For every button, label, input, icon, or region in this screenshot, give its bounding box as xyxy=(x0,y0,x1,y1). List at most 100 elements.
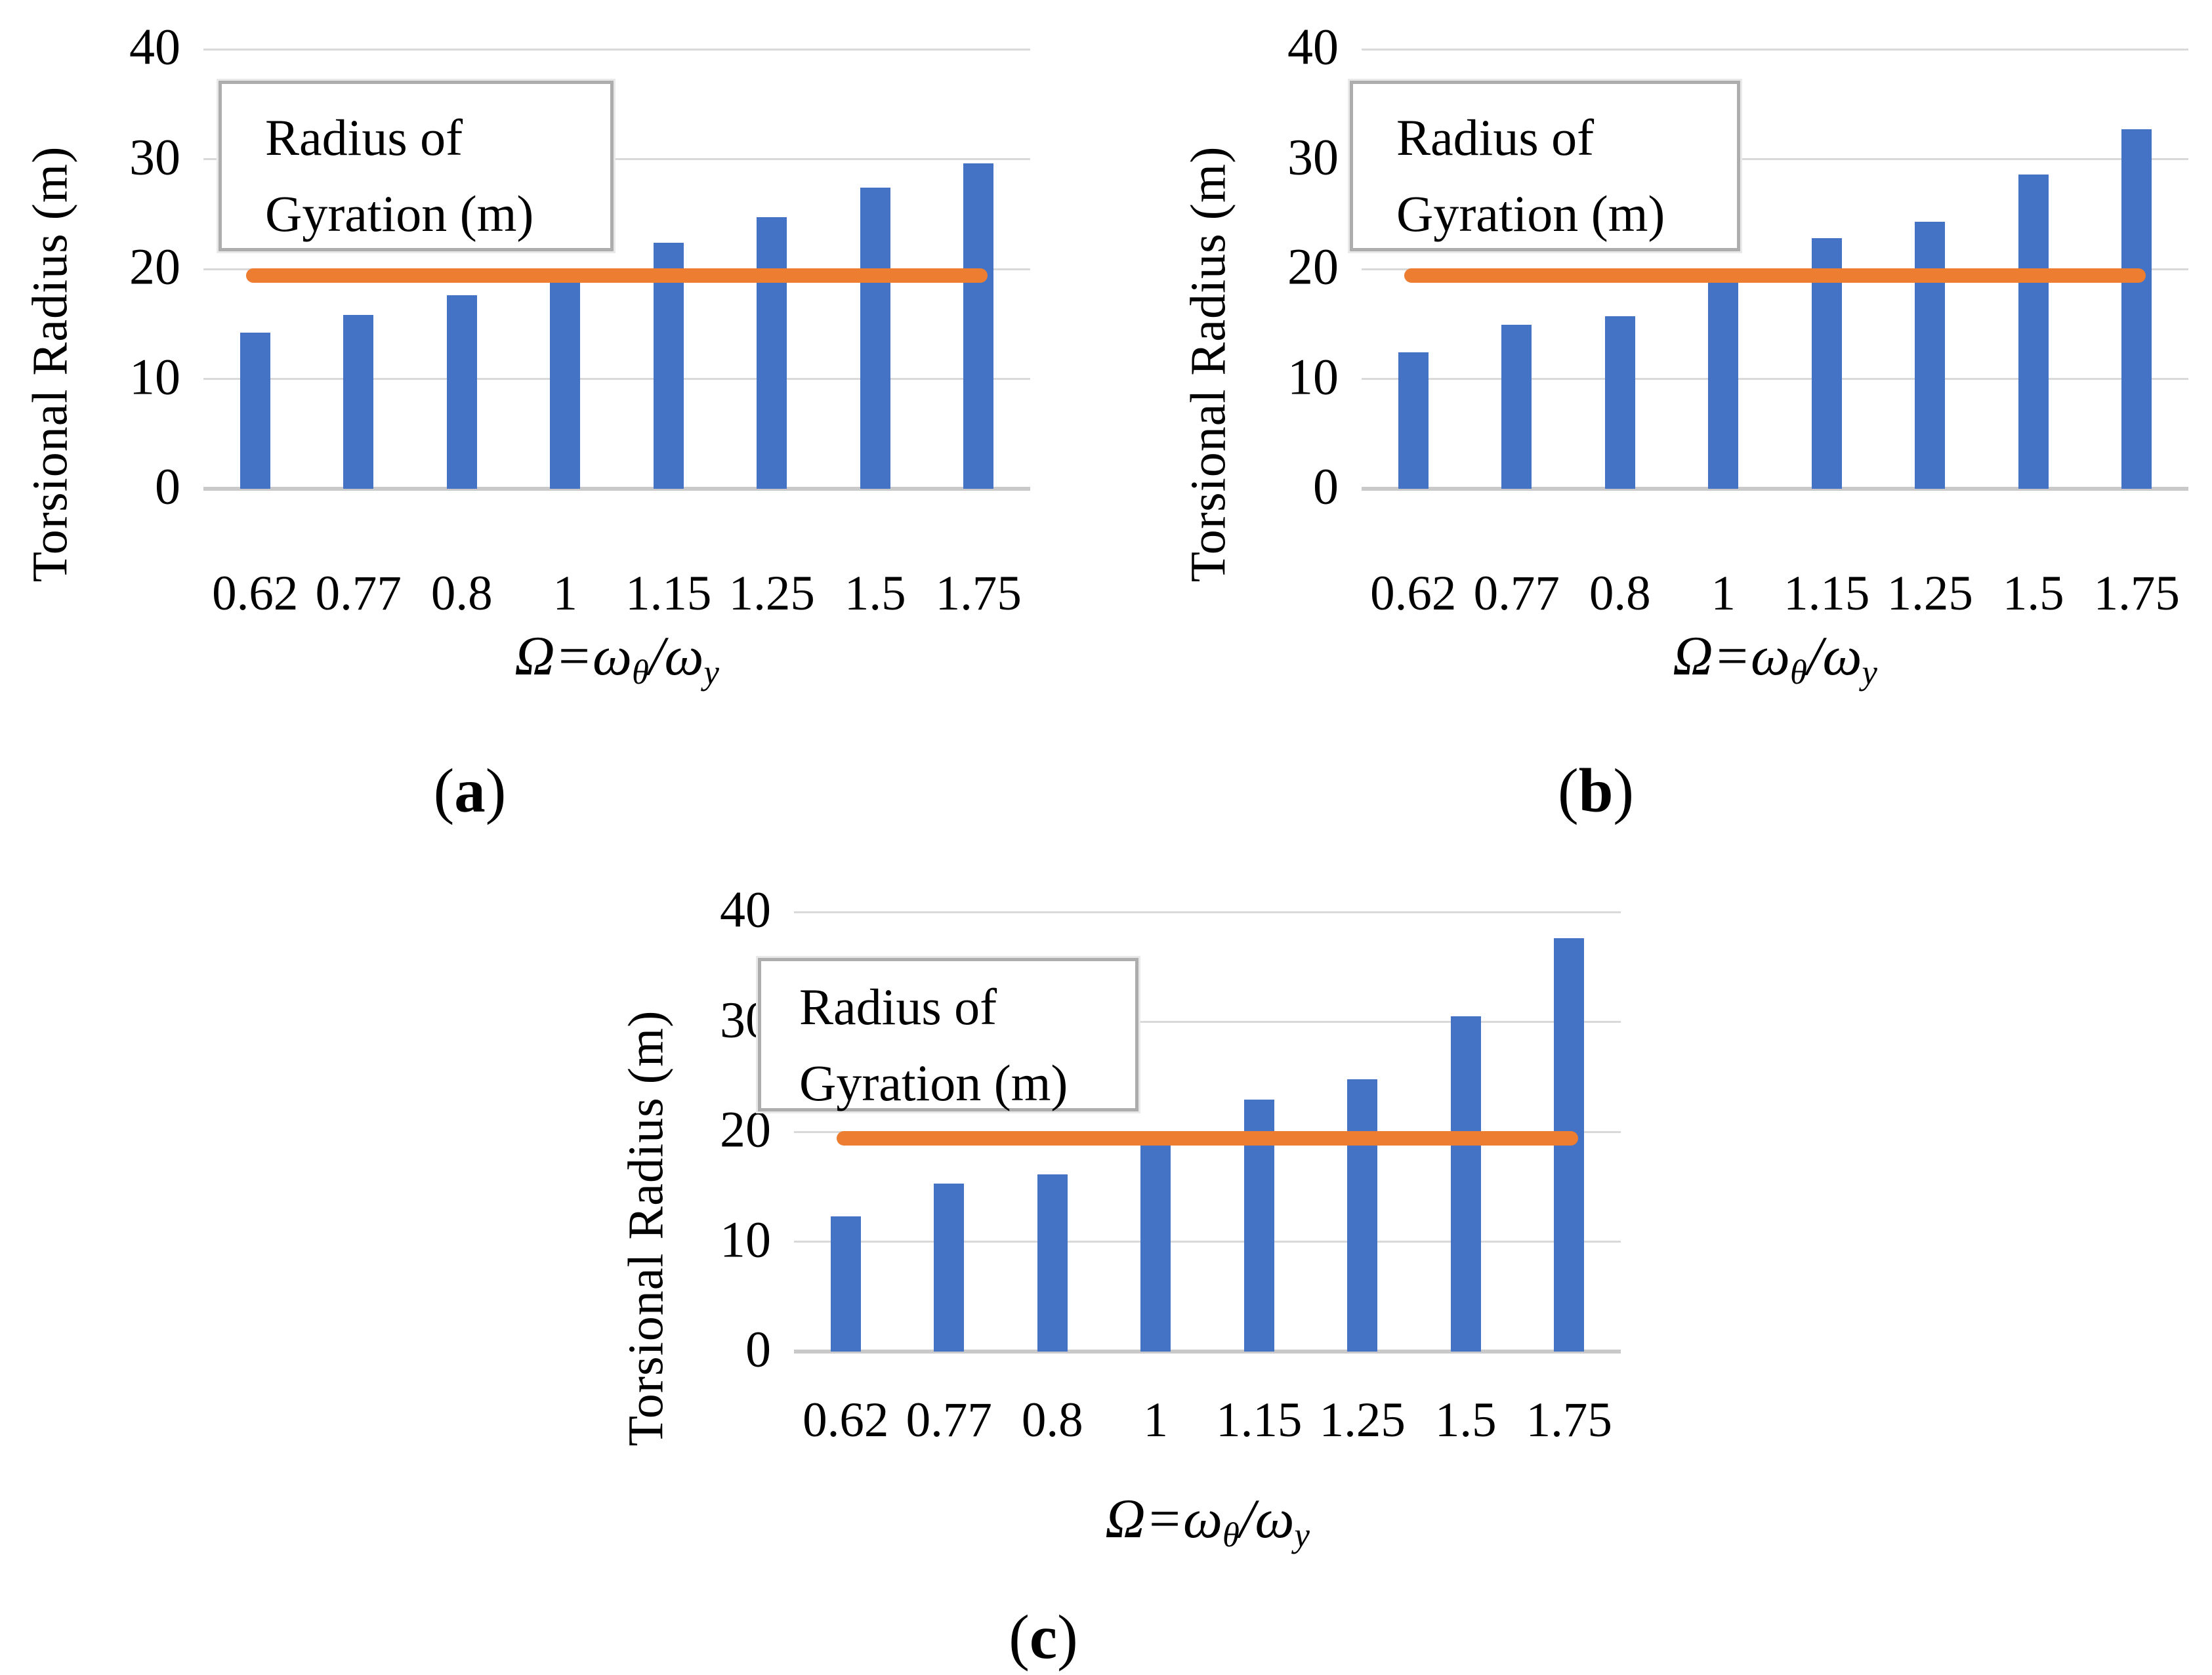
x-axis-line xyxy=(203,487,1030,491)
legend-label-line2: Gyration (m) xyxy=(1396,185,1665,242)
x-axis-title-part: Ω xyxy=(1673,625,1713,687)
x-axis-line xyxy=(794,1350,1621,1354)
caption-a-open: ( xyxy=(433,756,455,825)
x-axis-title-part: y xyxy=(703,653,719,692)
y-tick-label: 30 xyxy=(129,127,180,185)
x-axis-title-part: Ω xyxy=(514,625,555,687)
radius-of-gyration-line xyxy=(1404,268,2146,283)
bar-0.77 xyxy=(343,315,374,489)
caption-a-close: ) xyxy=(485,756,507,825)
y-tick-label: 10 xyxy=(720,1210,771,1268)
y-tick-label: 0 xyxy=(1313,457,1339,515)
bar-1.25 xyxy=(1347,1079,1378,1352)
bar-1.5 xyxy=(1450,1016,1481,1352)
x-axis-title-part: θ xyxy=(1222,1516,1240,1555)
x-tick-label: 0.77 xyxy=(1473,566,1560,621)
x-axis-title-part: / xyxy=(648,625,665,687)
x-tick-label: 1.75 xyxy=(2093,566,2180,621)
x-tick-label: 0.62 xyxy=(803,1393,889,1447)
x-tick-label: 1.5 xyxy=(2002,566,2064,621)
gridline xyxy=(794,911,1621,913)
x-tick-label: 1.25 xyxy=(1887,566,1973,621)
x-axis-title-part: ω xyxy=(1822,625,1862,687)
legend-label-line2: Gyration (m) xyxy=(799,1054,1068,1111)
caption-c-close: ) xyxy=(1057,1602,1078,1672)
x-tick-label: 1.25 xyxy=(728,566,815,621)
x-axis-title: Ω=ωθ/ωy xyxy=(1673,624,1877,692)
y-tick-label: 40 xyxy=(1287,18,1339,75)
x-tick-label: 1 xyxy=(553,566,578,621)
x-axis-line xyxy=(1362,487,2188,491)
x-axis-title-part: ω xyxy=(664,625,704,687)
caption-a-letter: a xyxy=(454,756,486,825)
x-tick-label: 0.62 xyxy=(212,566,299,621)
x-axis-title-part: θ xyxy=(1789,653,1807,692)
caption-b-open: ( xyxy=(1557,756,1579,825)
x-tick-label: 1.15 xyxy=(1784,566,1870,621)
caption-c-letter: c xyxy=(1029,1602,1058,1672)
gridline xyxy=(1362,158,2188,160)
gridline xyxy=(1362,378,2188,380)
y-tick-label: 30 xyxy=(720,990,771,1048)
x-axis-title-part: = xyxy=(554,625,593,687)
y-tick-label: 0 xyxy=(155,457,180,515)
bar-0.77 xyxy=(1501,325,1532,489)
x-axis-title-part: = xyxy=(1713,625,1751,687)
x-axis-title-part: ω xyxy=(1182,1487,1222,1550)
y-tick-label: 40 xyxy=(129,18,180,75)
legend-label-line1: Radius of xyxy=(799,978,997,1035)
bar-1.25 xyxy=(757,217,787,489)
x-axis-title-part: y xyxy=(1294,1516,1310,1555)
x-tick-label: 1 xyxy=(1711,566,1736,621)
legend-box: Radius of Gyration (m) xyxy=(758,958,1138,1111)
radius-of-gyration-line xyxy=(836,1131,1579,1146)
x-tick-label: 0.8 xyxy=(1589,566,1651,621)
bar-1 xyxy=(1140,1142,1171,1352)
x-axis-title-part: / xyxy=(1806,625,1823,687)
bar-1.25 xyxy=(1915,221,1946,489)
x-tick-label: 0.77 xyxy=(906,1393,992,1447)
x-axis-title: Ω=ωθ/ωy xyxy=(1105,1487,1310,1555)
legend-label-line1: Radius of xyxy=(265,109,463,166)
gridline xyxy=(203,378,1030,380)
x-tick-label: 0.8 xyxy=(1021,1393,1083,1447)
y-tick-label: 20 xyxy=(720,1100,771,1158)
bar-0.62 xyxy=(240,333,270,489)
bar-0.62 xyxy=(830,1216,861,1352)
x-tick-label: 1.75 xyxy=(1526,1393,1612,1447)
bar-0.8 xyxy=(1604,316,1635,489)
x-axis-title-part: ω xyxy=(592,625,632,687)
gridline xyxy=(203,48,1030,51)
y-tick-label: 20 xyxy=(129,238,180,295)
x-axis-title-part: y xyxy=(1862,653,1877,692)
x-tick-label: 1.15 xyxy=(1216,1393,1303,1447)
x-tick-label: 0.62 xyxy=(1370,566,1457,621)
y-tick-label: 40 xyxy=(720,880,771,938)
y-tick-label: 0 xyxy=(745,1320,771,1378)
x-axis-title-part: / xyxy=(1239,1487,1255,1550)
gridline xyxy=(1362,48,2188,51)
bar-1.75 xyxy=(2121,129,2152,489)
bar-0.62 xyxy=(1398,352,1429,489)
x-tick-label: 1.5 xyxy=(1434,1393,1497,1447)
gridline xyxy=(794,1241,1621,1243)
legend-label-line2: Gyration (m) xyxy=(265,185,534,242)
gridline xyxy=(203,158,1030,160)
y-tick-label: 10 xyxy=(1287,347,1339,405)
x-tick-label: 1.5 xyxy=(844,566,906,621)
x-tick-label: 0.8 xyxy=(430,566,493,621)
caption-a: (a) xyxy=(434,755,507,827)
caption-c: (c) xyxy=(1009,1601,1077,1673)
caption-b-letter: b xyxy=(1578,756,1614,825)
x-axis-title-part: ω xyxy=(1750,625,1790,687)
radius-of-gyration-line xyxy=(245,268,988,283)
caption-c-open: ( xyxy=(1009,1602,1030,1672)
x-tick-label: 0.77 xyxy=(315,566,402,621)
bar-0.8 xyxy=(446,295,477,489)
x-tick-label: 1.75 xyxy=(935,566,1022,621)
bar-1.15 xyxy=(653,242,684,489)
x-tick-label: 1.15 xyxy=(625,566,712,621)
gridline xyxy=(794,1021,1621,1023)
x-axis-title: Ω=ωθ/ωy xyxy=(514,624,719,692)
caption-b: (b) xyxy=(1558,755,1634,827)
